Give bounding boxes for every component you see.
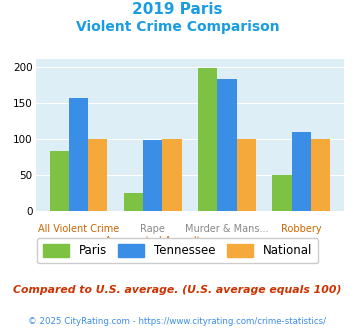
Bar <box>311 139 330 211</box>
Text: Rape: Rape <box>140 224 165 234</box>
Bar <box>88 139 108 211</box>
Bar <box>272 175 292 211</box>
Legend: Paris, Tennessee, National: Paris, Tennessee, National <box>37 238 318 263</box>
Bar <box>143 140 163 211</box>
Bar <box>198 68 217 211</box>
Text: © 2025 CityRating.com - https://www.cityrating.com/crime-statistics/: © 2025 CityRating.com - https://www.city… <box>28 317 327 326</box>
Bar <box>217 79 237 211</box>
Bar <box>237 139 256 211</box>
Text: Compared to U.S. average. (U.S. average equals 100): Compared to U.S. average. (U.S. average … <box>13 285 342 295</box>
Bar <box>124 193 143 211</box>
Text: Murder & Mans...: Murder & Mans... <box>185 224 269 234</box>
Text: All Violent Crime: All Violent Crime <box>38 224 119 234</box>
Bar <box>163 139 182 211</box>
Text: 2019 Paris: 2019 Paris <box>132 2 223 16</box>
Text: Robbery: Robbery <box>281 224 322 234</box>
Text: Aggravated Assault: Aggravated Assault <box>105 236 201 246</box>
Bar <box>69 98 88 211</box>
Bar <box>50 151 69 211</box>
Text: Violent Crime Comparison: Violent Crime Comparison <box>76 20 279 34</box>
Bar <box>292 132 311 211</box>
